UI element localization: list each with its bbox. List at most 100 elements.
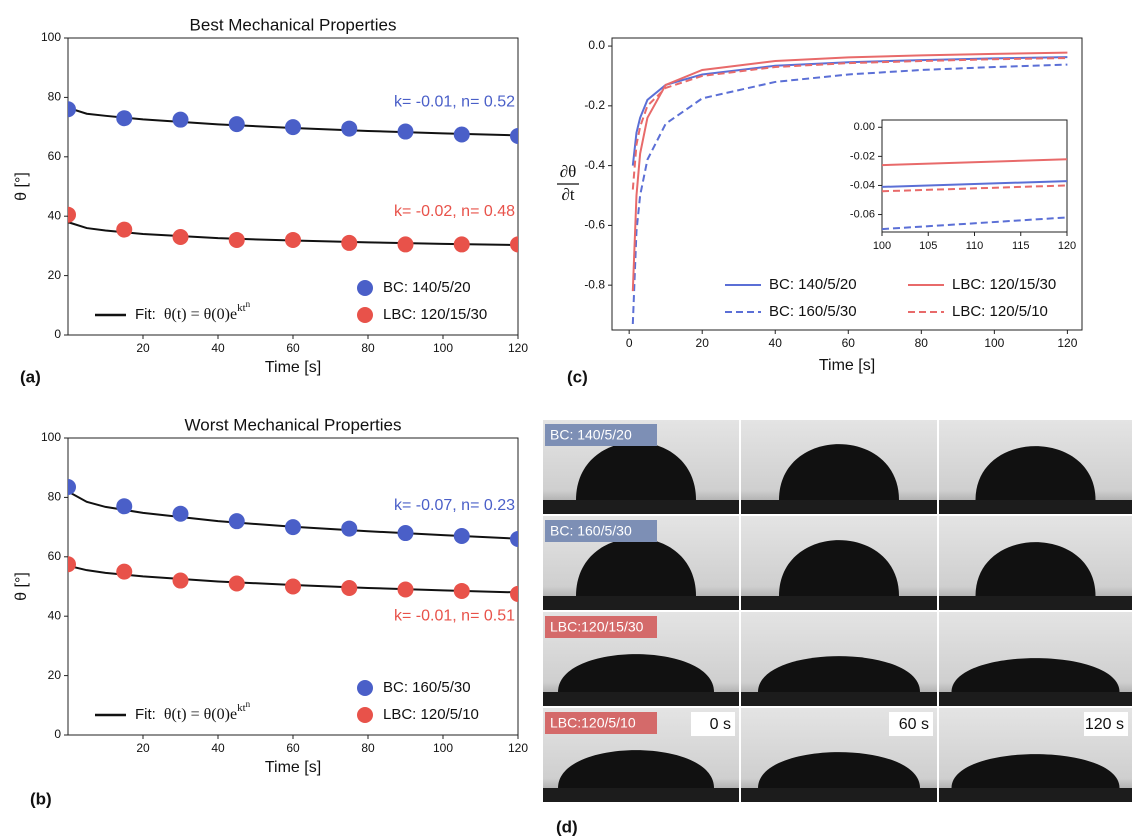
data-point <box>68 479 76 496</box>
y-tick-label: 20 <box>48 268 62 282</box>
substrate <box>543 596 739 610</box>
legend-label: LBC: 120/5/10 <box>952 303 1048 320</box>
y-axis-label-numerator: ∂θ <box>560 162 577 181</box>
inset-line <box>882 158 1067 167</box>
chart-title: Best Mechanical Properties <box>190 15 397 34</box>
row-label-box <box>545 616 657 638</box>
x-tick-label: 105 <box>919 240 937 252</box>
x-tick-label: 60 <box>842 336 856 350</box>
row-label-box <box>545 712 657 734</box>
x-tick-label: 40 <box>211 741 225 755</box>
data-point <box>116 563 133 580</box>
y-tick-label: -0.02 <box>850 150 875 162</box>
x-tick-label: 20 <box>696 336 710 350</box>
fit-line <box>68 490 518 540</box>
data-point <box>172 505 189 522</box>
row-label-box <box>545 424 657 446</box>
substrate <box>741 692 937 706</box>
legend-label: BC: 140/5/20 <box>769 276 857 293</box>
data-point <box>341 520 358 537</box>
fit-name: Fit: <box>135 306 156 323</box>
y-axis-label-denominator: ∂t <box>561 185 574 204</box>
x-tick-label: 20 <box>136 741 150 755</box>
legend-fit-label: Fit: θ(t) = θ(0)ektn <box>135 299 251 323</box>
inset-line <box>882 216 1067 231</box>
legend-label: BC: 160/5/30 <box>383 679 471 696</box>
x-axis-label: Time [s] <box>265 359 321 376</box>
panel-label: (a) <box>20 367 41 386</box>
x-axis-label: Time [s] <box>265 759 321 776</box>
x-tick-label: 40 <box>211 341 225 355</box>
fit-exponent: kt <box>237 702 246 714</box>
x-tick-label: 100 <box>984 336 1004 350</box>
data-point <box>285 119 301 136</box>
y-tick-label: 0 <box>54 727 61 741</box>
legend-label: BC: 140/5/20 <box>383 279 471 296</box>
legend-label: LBC: 120/15/30 <box>383 306 487 323</box>
x-tick-label: 110 <box>966 240 984 252</box>
substrate <box>543 788 739 802</box>
row-label: BC: 140/5/20 <box>550 427 632 443</box>
x-tick-label: 100 <box>433 741 453 755</box>
x-tick-label: 100 <box>433 341 453 355</box>
legend-marker <box>357 707 373 723</box>
legend-label: LBC: 120/15/30 <box>952 276 1056 293</box>
fit-annotation: k= -0.01, n= 0.51 <box>394 608 515 625</box>
x-tick-label: 120 <box>1057 336 1077 350</box>
data-point <box>172 572 189 589</box>
time-label-box <box>691 712 735 736</box>
plot-frame <box>611 37 1083 331</box>
fit-formula: θ(t) = θ(0)e <box>164 706 237 723</box>
fit-exponent: kt <box>237 302 246 314</box>
x-tick-label: 80 <box>361 741 375 755</box>
droplet <box>975 542 1096 596</box>
x-tick-label: 20 <box>136 341 150 355</box>
panel-label: (c) <box>567 367 588 386</box>
data-point <box>510 128 518 145</box>
data-point <box>397 525 414 542</box>
y-tick-label: 80 <box>48 90 62 104</box>
x-tick-label: 120 <box>508 341 528 355</box>
legend-label: LBC: 120/5/10 <box>383 706 479 723</box>
substrate <box>543 500 739 514</box>
data-point <box>341 234 358 251</box>
data-point <box>341 120 358 137</box>
row-label: BC: 160/5/30 <box>550 523 632 539</box>
y-tick-label: 80 <box>48 490 62 504</box>
y-tick-label: -0.8 <box>584 277 605 291</box>
x-tick-label: 80 <box>361 341 375 355</box>
inset-line <box>882 184 1067 193</box>
substrate <box>939 596 1132 610</box>
row-label: LBC:120/15/30 <box>550 619 644 635</box>
fit-annotation: k= -0.07, n= 0.23 <box>394 497 515 514</box>
data-point <box>453 528 470 545</box>
data-point <box>228 513 245 530</box>
x-tick-label: 0 <box>626 336 633 350</box>
droplet <box>558 654 714 692</box>
y-tick-label: 0 <box>54 327 61 341</box>
fit-name: Fit: <box>135 706 156 723</box>
y-tick-label: 0.0 <box>588 38 605 52</box>
droplet <box>558 750 714 788</box>
fit-line <box>68 221 518 247</box>
y-tick-label: 60 <box>48 149 62 163</box>
time-label-box <box>1084 712 1128 736</box>
data-point <box>341 579 358 596</box>
y-tick-label: 40 <box>48 608 62 622</box>
inset-background <box>882 120 1067 232</box>
row-label-box <box>545 520 657 542</box>
y-tick-label: -0.4 <box>584 158 605 172</box>
x-tick-label: 115 <box>1012 240 1030 252</box>
plot-area <box>68 101 518 253</box>
fit-annotation: k= -0.01, n= 0.52 <box>394 94 515 111</box>
data-point <box>68 101 76 118</box>
time-label: 0 s <box>710 716 731 733</box>
data-point <box>453 126 470 143</box>
droplet <box>576 538 696 596</box>
data-point <box>453 236 470 253</box>
y-tick-label: -0.2 <box>584 98 605 112</box>
plot-area <box>68 479 518 602</box>
y-tick-label: 40 <box>48 208 62 222</box>
